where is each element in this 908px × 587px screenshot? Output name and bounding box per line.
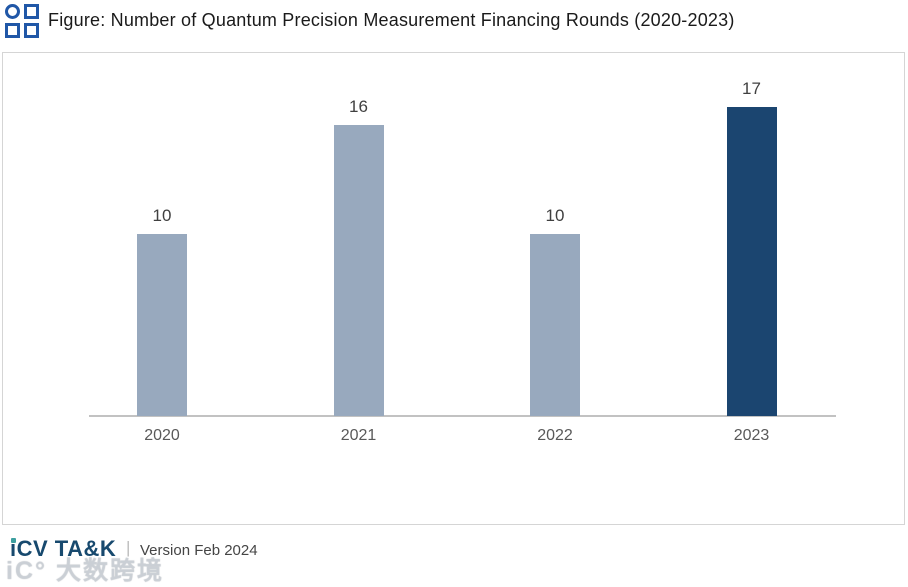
icon-square-cell — [5, 23, 20, 38]
value-label-2023: 17 — [742, 79, 761, 98]
tick-label-2023: 2023 — [733, 427, 770, 444]
figure-grid-icon — [5, 4, 39, 38]
bar-2021 — [333, 125, 384, 416]
bar-2022 — [530, 234, 580, 416]
footer-separator: | — [126, 538, 131, 557]
bar-2023 — [726, 107, 777, 416]
version-text: Version Feb 2024 — [140, 542, 258, 559]
tick-label-2021: 2021 — [340, 427, 377, 444]
bar-2020 — [137, 234, 187, 416]
x-axis-line — [89, 415, 836, 417]
tick-label-2022: 2022 — [537, 427, 573, 444]
value-label-2022: 10 — [545, 206, 565, 225]
tick-label-2020: 2020 — [144, 427, 180, 444]
icon-square-cell — [24, 23, 39, 38]
page-title: Figure: Number of Quantum Precision Meas… — [48, 10, 735, 30]
icv-tak-logo: iCV TA&K — [10, 536, 116, 562]
value-label-2021: 16 — [349, 97, 368, 116]
icon-square-cell — [24, 4, 39, 19]
chart-panel: 10 2020 16 2021 10 2022 17 2023 — [2, 52, 905, 525]
logo-rest: CV TA&K — [16, 536, 117, 561]
logo-letter-i: i — [10, 536, 17, 561]
icon-circle-cell — [5, 4, 20, 19]
value-label-2020: 10 — [152, 206, 172, 225]
